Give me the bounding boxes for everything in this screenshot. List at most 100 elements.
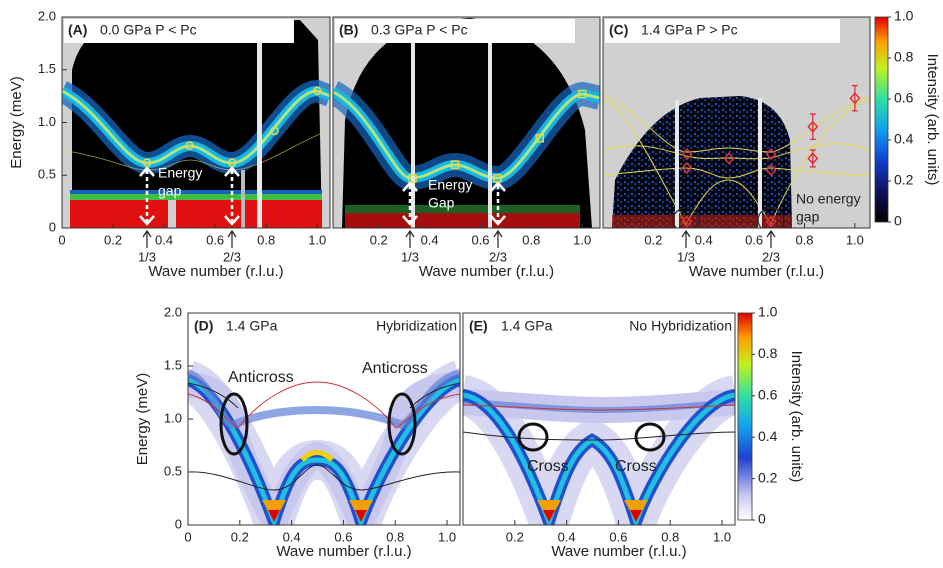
x-tick-label: 1.0 xyxy=(713,529,731,544)
annotation: Energy xyxy=(158,165,202,181)
annotation: Cross xyxy=(615,458,657,475)
x-tick-label: 0.8 xyxy=(522,232,540,247)
x-tick-label: 0.8 xyxy=(661,529,679,544)
data-point xyxy=(765,148,777,161)
x-axis-label: Wave number (r.l.u.) xyxy=(689,263,824,280)
annotation: Cross xyxy=(527,458,569,475)
x-tick-label: 0.8 xyxy=(386,529,404,544)
y-axis-label: Energy (meV) xyxy=(8,76,25,169)
data-point xyxy=(450,160,460,169)
annotation: 2/3 xyxy=(489,249,507,264)
x-tick-label: 0.4 xyxy=(155,232,173,247)
annotation: No energy xyxy=(796,191,861,207)
y-tick-label: 1.5 xyxy=(38,61,56,76)
y-tick-label: 0.5 xyxy=(164,463,182,478)
panel-label: (C) xyxy=(609,22,628,38)
axes: 0 0.2 0.4 0.6 0.8 1.0 0 0.5 1.0 1.5 2.0 (A) 0.0 GPa … xyxy=(8,8,941,560)
panel-note: Hybridization xyxy=(376,318,457,334)
x-tick-label: 0.2 xyxy=(506,529,524,544)
colorbar-tick-label: 0.2 xyxy=(758,469,778,485)
colorbar-tick-label: 0.8 xyxy=(894,49,914,65)
data-point xyxy=(312,86,322,96)
colorbar-tick-label: 0.2 xyxy=(894,172,914,188)
heatmap-c xyxy=(603,17,870,228)
x-axis-label: Wave number (r.l.u.) xyxy=(551,543,686,560)
x-tick-label: 0.4 xyxy=(283,529,301,544)
annotation: gap xyxy=(158,183,182,199)
panel-label: (A) xyxy=(68,22,87,38)
colorbar-tick-label: 0.4 xyxy=(894,131,914,147)
data-point xyxy=(227,158,237,167)
x-tick-label: 1.0 xyxy=(438,529,456,544)
x-tick-label: 0.8 xyxy=(257,232,275,247)
data-point xyxy=(765,163,777,177)
colorbar-tick-label: 1.0 xyxy=(758,304,778,320)
y-tick-label: 2.0 xyxy=(38,8,56,23)
data-point xyxy=(681,161,693,174)
x-tick-label: 0.6 xyxy=(745,232,763,247)
panel-label: (D) xyxy=(194,318,213,334)
colorbar-label: Intensity (arb. units) xyxy=(924,54,941,186)
colorbar-tick-label: 0.6 xyxy=(758,387,778,403)
y-tick-label: 0 xyxy=(175,516,182,531)
x-tick-label: 1.0 xyxy=(846,232,864,247)
x-tick-label: 0.6 xyxy=(609,529,627,544)
colorbar-label: Intensity (arb. units) xyxy=(788,351,805,483)
x-tick-label: 0.2 xyxy=(644,232,662,247)
x-tick-label: 0 xyxy=(58,232,65,247)
x-axis-label: Wave number (r.l.u.) xyxy=(419,263,554,280)
panel-title: 1.4 GPa xyxy=(501,318,553,334)
annotation: 1/3 xyxy=(677,249,695,264)
heatmap-d xyxy=(188,313,460,525)
error-bar xyxy=(809,113,816,141)
panel-title: 0.0 GPa P < Pc xyxy=(100,22,197,38)
annotation: Gap xyxy=(428,195,455,211)
annotation: gap xyxy=(796,209,820,225)
colorbar-tick-label: 0.8 xyxy=(758,345,778,361)
annotation: 2/3 xyxy=(223,249,241,264)
panel-label: (E) xyxy=(469,318,488,334)
error-bar xyxy=(851,84,858,112)
x-tick-label: 0.2 xyxy=(104,232,122,247)
colorbar-tick-label: 0 xyxy=(758,511,766,527)
data-point xyxy=(681,148,693,161)
y-tick-label: 2.0 xyxy=(164,304,182,319)
data-point xyxy=(723,152,735,165)
data-point xyxy=(270,126,279,136)
x-tick-label: 0.4 xyxy=(695,232,713,247)
colorbar-tick-label: 0 xyxy=(894,213,902,229)
x-tick-label: 0.4 xyxy=(421,232,439,247)
x-tick-label: 0 xyxy=(184,529,191,544)
annotation: Anticross xyxy=(362,360,428,377)
heatmap-e xyxy=(463,313,735,525)
panel-note: No Hybridization xyxy=(629,318,732,334)
data-point xyxy=(849,92,861,105)
heatmap-a xyxy=(62,17,330,228)
data-point xyxy=(681,215,693,228)
x-tick-label: 0.6 xyxy=(334,529,352,544)
y-axis-label: Energy (meV) xyxy=(134,373,151,466)
data-point xyxy=(577,89,587,99)
plot-frame xyxy=(602,16,871,229)
panel-title: 1.4 GPa xyxy=(226,318,278,334)
annotation: 1/3 xyxy=(401,249,419,264)
data-point xyxy=(493,174,502,183)
x-tick-label: 0.8 xyxy=(795,232,813,247)
x-tick-label: 0.6 xyxy=(471,232,489,247)
x-tick-label: 0.6 xyxy=(206,232,224,247)
x-tick-label: 0.2 xyxy=(370,232,388,247)
panel-label: (B) xyxy=(339,22,358,38)
x-tick-label: 1.0 xyxy=(308,232,326,247)
panel-title: 1.4 GPa P > Pc xyxy=(641,22,738,38)
data-point xyxy=(142,158,152,167)
annotation: 1/3 xyxy=(138,249,156,264)
y-tick-label: 1.5 xyxy=(164,357,182,372)
colorbar-tick-label: 0.4 xyxy=(758,428,778,444)
x-tick-label: 1.0 xyxy=(573,232,591,247)
data-point xyxy=(408,174,417,183)
x-axis-label: Wave number (r.l.u.) xyxy=(148,263,283,280)
data-point xyxy=(807,120,819,133)
colorbar-tick-label: 1.0 xyxy=(894,8,914,24)
colorbar xyxy=(737,312,753,521)
